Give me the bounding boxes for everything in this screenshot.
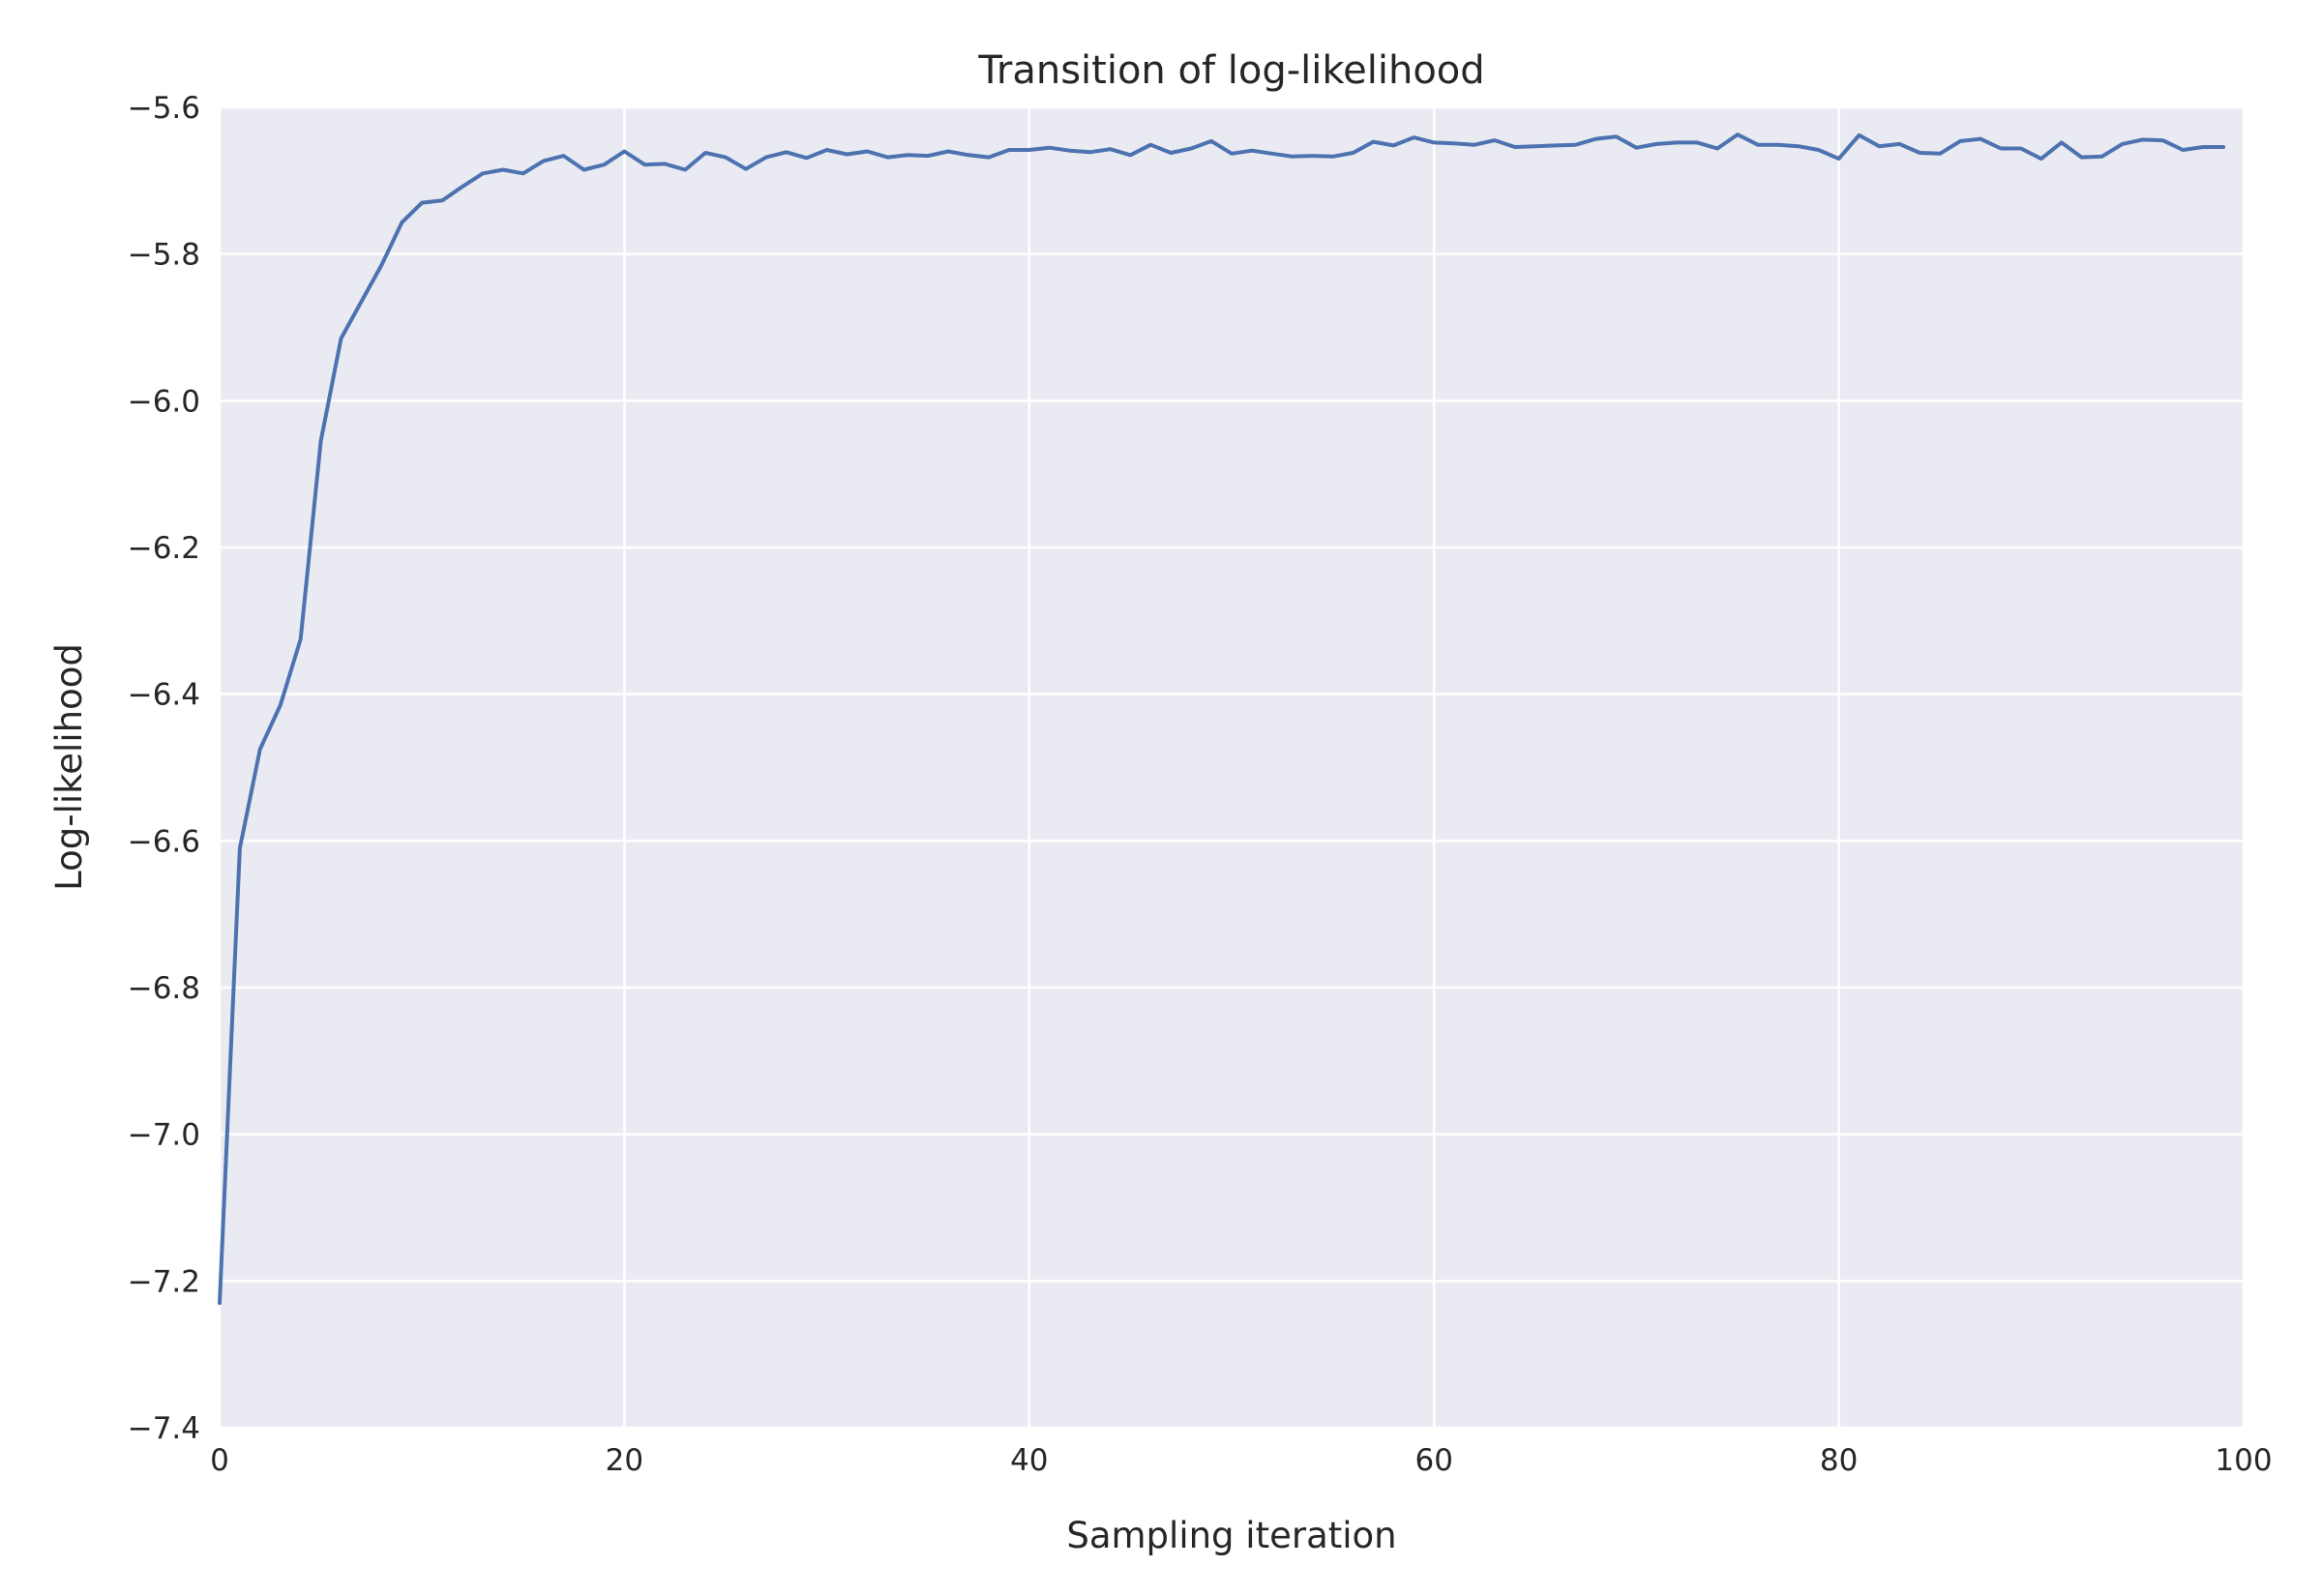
x-tick-label: 80 — [1820, 1443, 1858, 1478]
y-tick-label: −7.2 — [128, 1264, 200, 1299]
x-tick-label: 0 — [210, 1443, 229, 1478]
x-axis-label: Sampling iteration — [1066, 1515, 1396, 1556]
plot-area — [220, 107, 2244, 1428]
y-tick-label: −6.8 — [128, 971, 200, 1006]
series-layer — [218, 133, 2226, 1306]
chart-title: Transition of log-likelihood — [977, 48, 1484, 93]
x-tick-label: 20 — [606, 1443, 643, 1478]
y-tick-label: −7.0 — [128, 1118, 200, 1153]
y-axis-label: Log-likelihood — [48, 643, 90, 891]
y-tick-label: −5.8 — [128, 238, 200, 273]
grid-lines — [218, 105, 2246, 1430]
x-tick-label: 40 — [1010, 1443, 1048, 1478]
series-line — [218, 133, 2226, 1306]
y-tick-label: −7.4 — [128, 1411, 200, 1446]
y-tick-label: −6.4 — [128, 678, 200, 713]
y-tick-label: −6.0 — [128, 384, 200, 419]
y-axis-ticks: −5.6 −5.8 −6.0 −6.2 −6.4 −6.6 −6.8 −7.0 −7.2 −7.4 — [128, 91, 200, 1446]
y-tick-label: −5.6 — [128, 91, 200, 126]
x-tick-label: 60 — [1414, 1443, 1452, 1478]
x-tick-label: 100 — [2215, 1443, 2272, 1478]
y-tick-label: −6.6 — [128, 824, 200, 859]
x-axis-ticks: 0 20 40 60 80 100 — [210, 1443, 2272, 1478]
y-tick-label: −6.2 — [128, 531, 200, 566]
